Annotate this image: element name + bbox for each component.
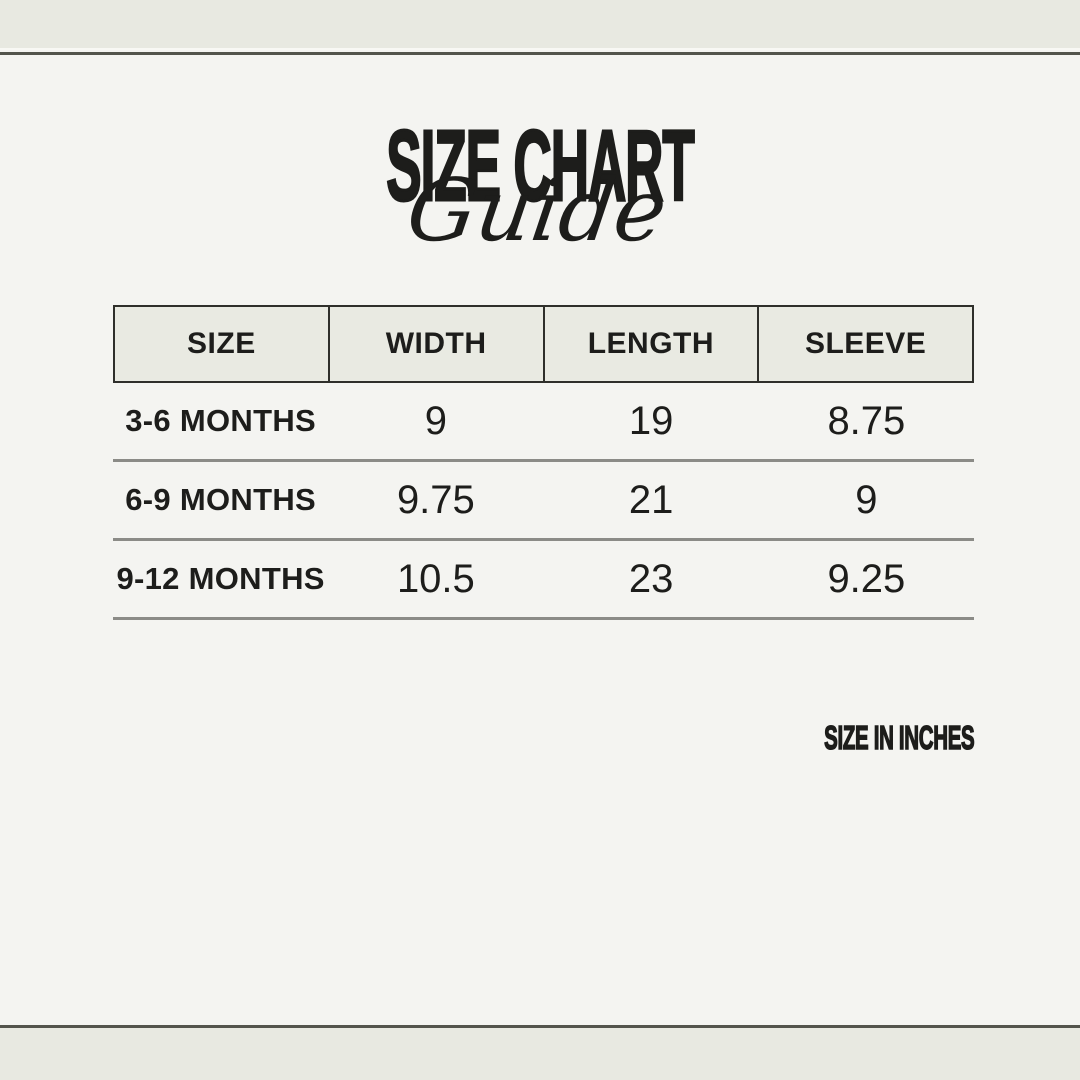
sleeve-value-cell: 8.75 [827,398,906,443]
column-header-length: LENGTH [545,307,760,381]
size-chart-table: SIZE WIDTH LENGTH SLEEVE 3-6 MONTHS 9 19… [113,305,974,620]
table-row: 9-12 MONTHS 10.5 23 9.25 [113,541,974,620]
column-header-size: SIZE [115,307,330,381]
size-label-cell: 3-6 MONTHS [125,403,316,438]
bottom-border-band [0,1025,1080,1080]
table-row: 3-6 MONTHS 9 19 8.75 [113,383,974,462]
width-value-cell: 9.75 [396,477,475,522]
size-label-cell: 6-9 MONTHS [125,482,316,517]
column-header-sleeve: SLEEVE [804,327,927,360]
width-value-cell: 9 [424,398,447,443]
length-value-cell: 21 [628,477,674,522]
table-row: 6-9 MONTHS 9.75 21 9 [113,462,974,541]
column-header-width: WIDTH [330,307,545,381]
size-label-cell: 9-12 MONTHS [116,561,325,596]
width-value-cell: 10.5 [396,556,475,601]
title-overlay-script: Guide [401,161,673,261]
page-title: SIZE CHART [386,110,696,222]
sleeve-value-cell: 9 [855,477,878,522]
length-value-cell: 19 [628,398,674,443]
table-header-row: SIZE WIDTH LENGTH SLEEVE [113,305,974,383]
sleeve-value-cell: 9.25 [827,556,906,601]
top-border-band [0,0,1080,55]
length-value-cell: 23 [628,556,674,601]
units-note: SIZE IN INCHES [823,719,975,756]
